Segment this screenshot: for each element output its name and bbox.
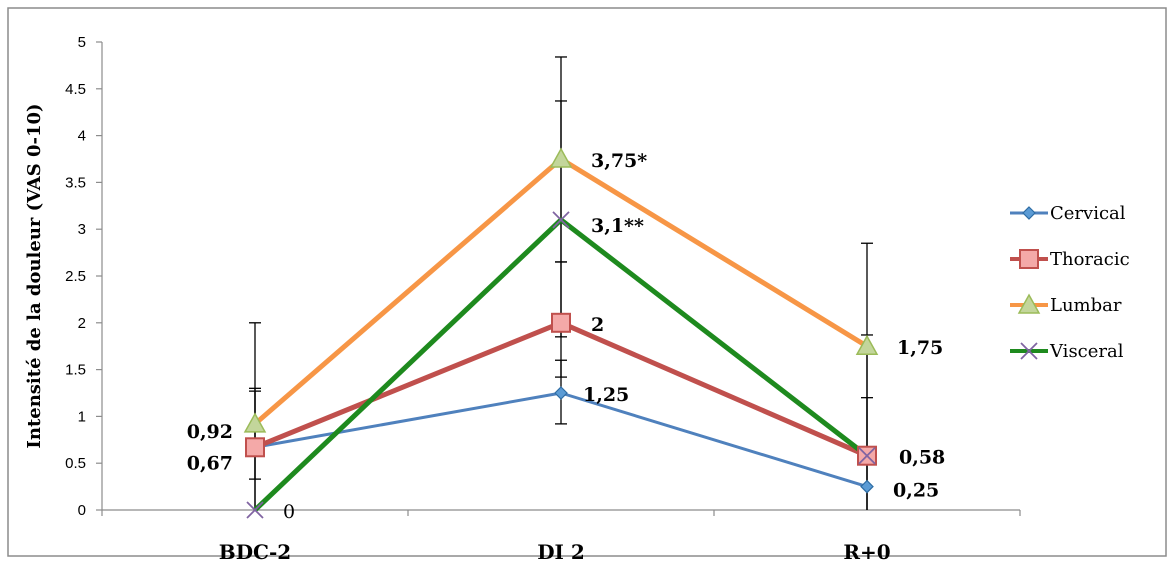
- series-markers: [243, 147, 879, 519]
- legend: Cervical Thoracic Lumbar Visceral: [1010, 203, 1130, 362]
- x-icon: [552, 211, 570, 229]
- data-label: 1,75: [897, 337, 943, 359]
- legend-label: Thoracic: [1050, 249, 1130, 270]
- x-icon: [858, 447, 876, 465]
- legend-label: Visceral: [1049, 341, 1124, 362]
- triangle-icon: [243, 412, 267, 433]
- x-icon-stroke: [246, 501, 264, 519]
- diamond-icon: [1022, 206, 1036, 220]
- data-label: 3,1**: [591, 215, 644, 237]
- y-tick-label: 0.5: [65, 455, 86, 472]
- data-label: 0,25: [893, 480, 939, 502]
- x-icon-stroke: [858, 447, 876, 465]
- y-tick-label: 4.5: [65, 81, 86, 98]
- y-tick-label: 0: [78, 502, 86, 519]
- x-tick-label: BDC-2: [219, 540, 291, 561]
- legend-label: Lumbar: [1050, 295, 1122, 316]
- triangle-icon: [1017, 293, 1041, 314]
- y-tick-label: 5: [78, 34, 86, 51]
- data-label: 0,67: [187, 452, 233, 474]
- diamond-icon: [860, 479, 874, 494]
- x-icon-stroke: [552, 211, 570, 229]
- data-label: 2: [591, 314, 604, 336]
- chart-border: [7, 7, 1167, 557]
- y-tick-label: 1: [78, 408, 86, 425]
- x-tick-label: R+0: [843, 540, 890, 561]
- square-icon: [1019, 249, 1039, 269]
- y-tick-label: 3.5: [65, 174, 86, 191]
- legend-label: Cervical: [1050, 203, 1126, 224]
- data-label: 1,25: [583, 384, 629, 406]
- x-tick-label: DI 2: [537, 540, 585, 561]
- y-tick-label: 4: [78, 128, 86, 145]
- data-label: 0,58: [899, 447, 945, 469]
- data-labels: 1,25 0,25 0,67 2 0,58 0,92 3,75* 1,75 0 3,1**: [187, 150, 946, 523]
- triangle-icon: [855, 334, 879, 355]
- square-icon: [245, 437, 265, 458]
- x-icon: [1020, 342, 1038, 360]
- triangle-icon: [549, 147, 573, 168]
- data-label: 0,92: [187, 421, 233, 443]
- axes: 0 0.5 1 1.5 2 2.5 3 3.5 4 4.5 5 BDC-2 DI 2 R+0: [65, 34, 1021, 561]
- y-axis-label: Intensité de la douleur (VAS 0-10): [24, 103, 45, 448]
- y-tick-label: 2.5: [65, 268, 86, 285]
- y-tick-label: 2: [78, 315, 86, 332]
- square-icon: [551, 312, 571, 333]
- x-icon-stroke: [1020, 342, 1038, 360]
- diamond-icon: [554, 386, 568, 400]
- data-label: 0: [283, 501, 295, 523]
- x-icon: [246, 501, 264, 519]
- y-tick-label: 3: [78, 221, 86, 238]
- data-label: 3,75*: [591, 150, 647, 172]
- y-tick-label: 1.5: [65, 362, 86, 379]
